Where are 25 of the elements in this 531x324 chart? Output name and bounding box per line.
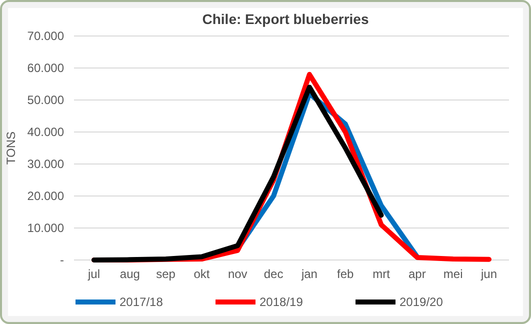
x-tick-label: feb [337, 267, 354, 281]
y-tick-label: 10.000 [27, 221, 64, 236]
x-tick-label: sep [156, 267, 176, 281]
x-tick-label: okt [194, 267, 210, 281]
y-axis-title: TONS [4, 131, 18, 165]
x-tick-label: aug [120, 267, 140, 281]
x-tick-label: mrt [372, 267, 391, 281]
legend-label: 2017/18 [120, 295, 164, 310]
y-tick-label: 30.000 [27, 157, 64, 172]
x-tick-label: mei [443, 267, 463, 281]
y-tick-label: 60.000 [27, 61, 64, 76]
x-tick-label: dec [264, 267, 284, 281]
y-tick-label: - [60, 253, 64, 268]
y-tick-label: 50.000 [27, 93, 64, 108]
legend-label: 2019/20 [400, 295, 444, 310]
x-tick-label: jun [480, 267, 498, 281]
x-tick-label: jul [86, 267, 100, 281]
y-tick-label: 40.000 [27, 125, 64, 140]
y-tick-label: 20.000 [27, 189, 64, 204]
legend-label: 2018/19 [260, 295, 304, 310]
x-tick-label: nov [228, 267, 248, 281]
chart-title: Chile: Export blueberries [202, 11, 369, 27]
y-tick-label: 70.000 [27, 29, 64, 44]
x-tick-label: jan [300, 267, 318, 281]
x-tick-label: apr [408, 267, 426, 281]
